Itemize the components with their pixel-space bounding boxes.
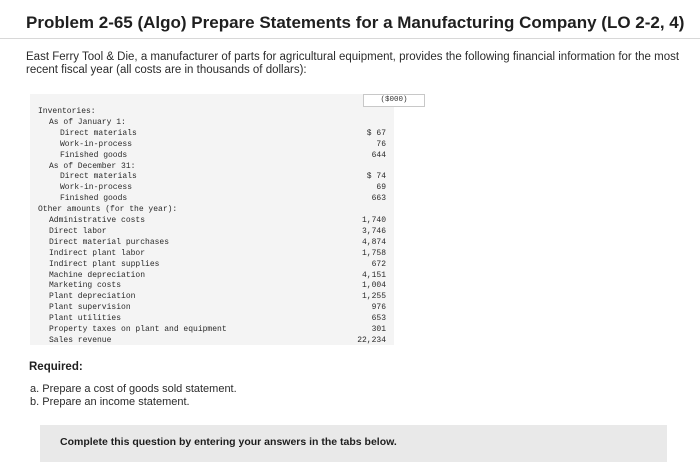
- table-row: Indirect plant labor 1,758: [30, 248, 394, 259]
- table-row: Work-in-process 69: [30, 182, 394, 193]
- row-label: Direct material purchases: [49, 237, 170, 247]
- row-label: Direct materials: [60, 172, 137, 182]
- row-label: Property taxes on plant and equipment: [49, 325, 227, 334]
- table-row: Finished goods 644: [30, 150, 394, 161]
- column-header: ($000): [363, 94, 425, 107]
- table-row: Machine depreciation 4,151: [30, 270, 394, 281]
- row-label: Marketing costs: [49, 281, 122, 291]
- table-row: Plant utilities 653: [30, 313, 394, 324]
- row-value: 976: [371, 303, 386, 313]
- table-row: Plant depreciation 1,255: [30, 291, 394, 302]
- row-value: 301: [371, 325, 386, 334]
- row-label: Plant depreciation: [49, 292, 136, 302]
- row-label: Inventories:: [38, 107, 96, 116]
- row-label: As of December 31:: [49, 161, 136, 171]
- row-label: Other amounts (for the year):: [38, 205, 178, 215]
- table-row: As of December 31:: [30, 161, 394, 172]
- row-label: Machine depreciation: [49, 270, 146, 280]
- row-value: 1,004: [361, 281, 386, 291]
- table-row: Marketing costs 1,004: [30, 280, 394, 291]
- table-row: Sales revenue 22,234: [30, 335, 394, 346]
- row-label: Administrative costs: [49, 216, 146, 225]
- row-value: 69: [376, 183, 386, 193]
- row-label: Finished goods: [60, 150, 128, 160]
- row-label: Work-in-process: [60, 139, 133, 149]
- row-value: 1,255: [361, 292, 386, 302]
- problem-title: Problem 2-65 (Algo) Prepare Statements f…: [26, 13, 685, 32]
- instruction-panel: Complete this question by entering your …: [40, 425, 667, 462]
- row-label: Finished goods: [60, 194, 128, 204]
- table-row: Direct material purchases 4,874: [30, 237, 394, 248]
- table-row: Direct materials $ 74: [30, 171, 394, 182]
- financial-data-table: ($000) Inventories: As of January 1: Direc…: [30, 94, 425, 346]
- row-value: 672: [371, 259, 386, 269]
- row-value: 644: [371, 150, 386, 160]
- table-row: Direct labor 3,746: [30, 226, 394, 237]
- row-value: 4,151: [361, 270, 386, 280]
- required-heading: Required:: [29, 361, 83, 373]
- table-row: Plant supervision 976: [30, 302, 394, 313]
- row-label: Plant utilities: [49, 314, 122, 324]
- table-row: As of January 1:: [30, 117, 394, 128]
- row-value: $ 74: [366, 172, 386, 182]
- row-value: 1,740: [361, 216, 386, 225]
- row-value: 1,758: [361, 248, 386, 258]
- row-label: As of January 1:: [49, 117, 126, 127]
- problem-intro: East Ferry Tool & Die, a manufacturer of…: [26, 51, 680, 76]
- table-row: Indirect plant supplies 672: [30, 259, 394, 270]
- title-divider: [0, 38, 700, 39]
- row-label: Work-in-process: [60, 183, 133, 193]
- row-label: Plant supervision: [49, 303, 131, 313]
- row-value: 653: [371, 314, 386, 324]
- table-row: Work-in-process 76: [30, 139, 394, 150]
- row-value: 4,874: [361, 237, 386, 247]
- row-label: Direct materials: [60, 128, 137, 138]
- row-value: 76: [376, 139, 386, 149]
- row-value: 3,746: [361, 226, 386, 236]
- row-label: Indirect plant labor: [49, 248, 146, 258]
- row-value: $ 67: [366, 128, 386, 138]
- row-label: Indirect plant supplies: [49, 259, 160, 269]
- table-row: Inventories:: [30, 106, 394, 117]
- table-row: Other amounts (for the year):: [30, 204, 394, 215]
- requirement-b: b. Prepare an income statement.: [30, 396, 190, 408]
- requirement-a: a. Prepare a cost of goods sold statemen…: [30, 383, 237, 395]
- row-label: Sales revenue: [49, 335, 112, 345]
- row-value: 22,234: [357, 335, 386, 345]
- row-label: Direct labor: [49, 226, 107, 236]
- table-row: Direct materials $ 67: [30, 128, 394, 139]
- table-row: Finished goods 663: [30, 193, 394, 204]
- table-row: Administrative costs 1,740: [30, 215, 394, 226]
- instruction-text: Complete this question by entering your …: [60, 436, 397, 448]
- table-row: Property taxes on plant and equipment 301: [30, 324, 394, 335]
- row-value: 663: [371, 194, 386, 204]
